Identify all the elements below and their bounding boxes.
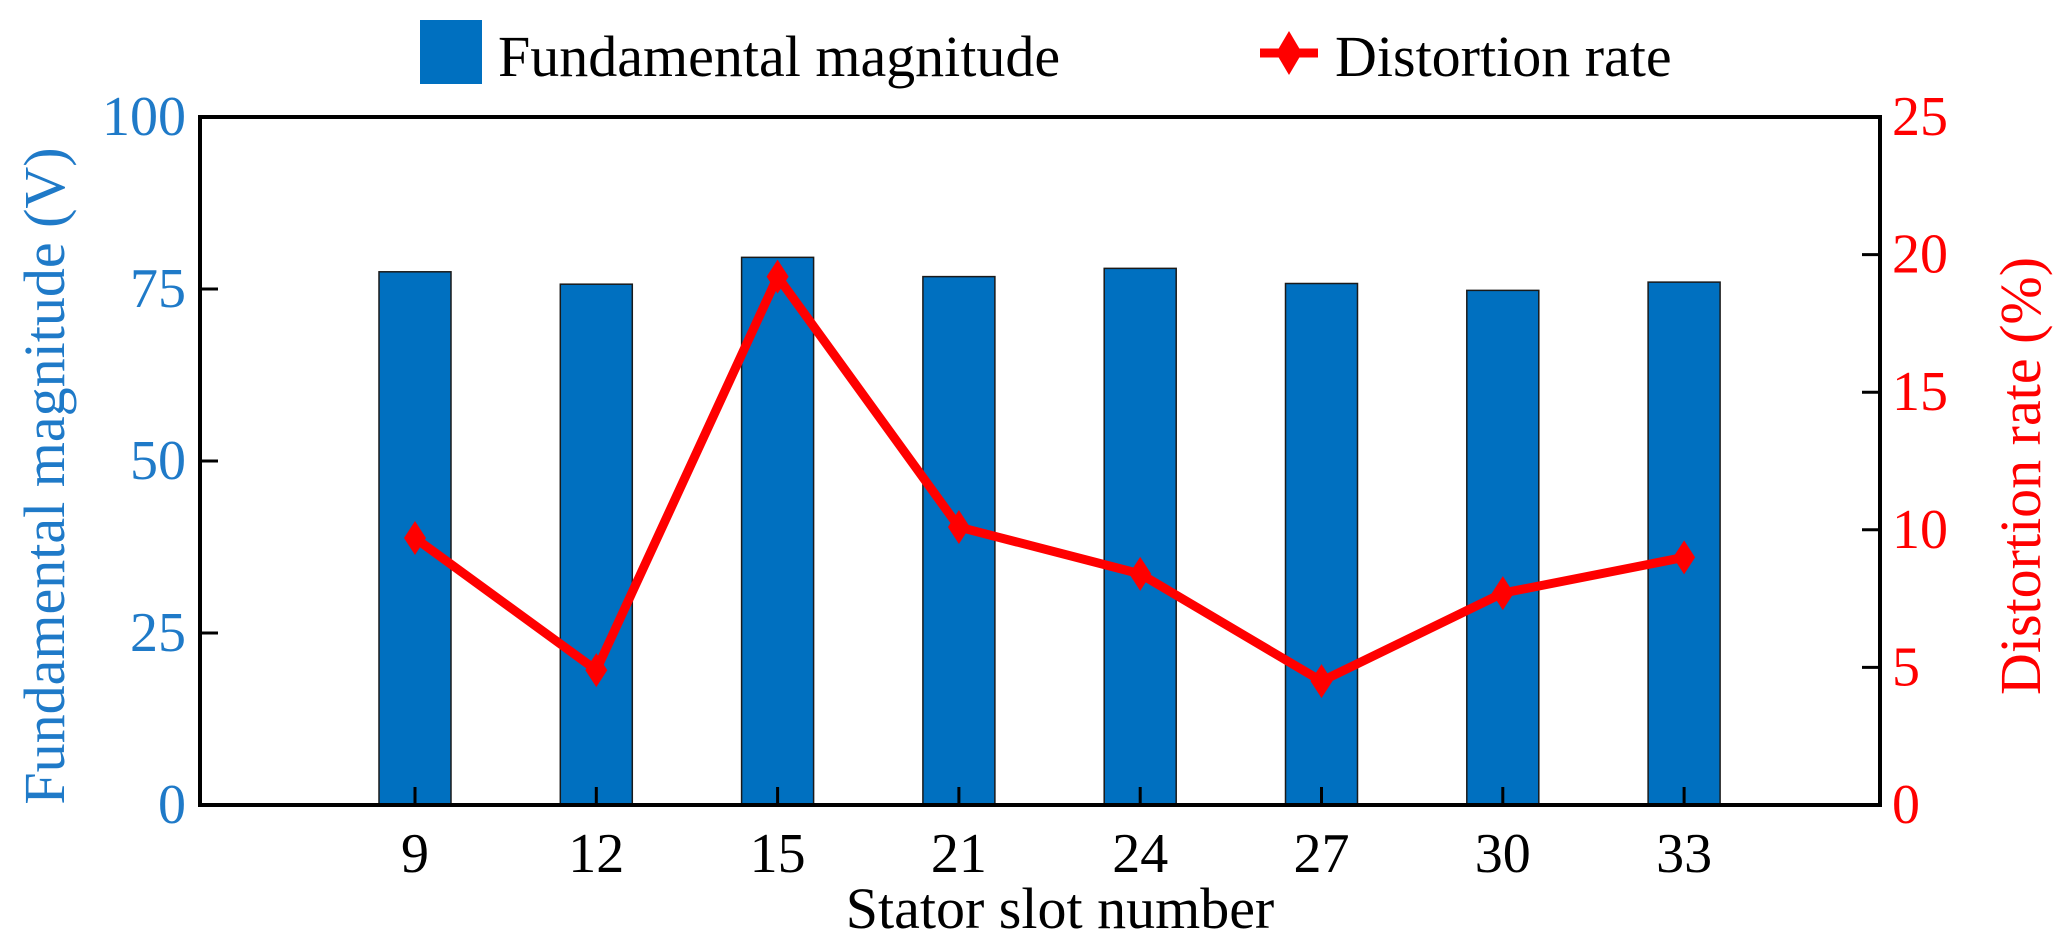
bar-27: [1284, 282, 1359, 806]
point-marker-27: [1310, 664, 1333, 699]
point-marker-33: [1673, 540, 1696, 575]
x-tick-label-24: 24: [1112, 823, 1168, 885]
bar-15: [740, 256, 815, 806]
plot-frame: [198, 115, 1882, 807]
left-tick-label-25: 25: [130, 602, 186, 664]
bar-12: [559, 283, 634, 806]
left-tick-label-100: 100: [102, 86, 186, 148]
x-tick-label-21: 21: [931, 823, 987, 885]
x-tick-label-9: 9: [401, 823, 429, 885]
point-marker-9: [404, 521, 426, 556]
left-tick-label-50: 50: [130, 430, 186, 492]
point-marker-30: [1491, 576, 1514, 611]
right-tick-label-20: 20: [1892, 224, 1948, 286]
right-tick-label-25: 25: [1892, 86, 1948, 148]
x-tick-label-15: 15: [750, 823, 806, 885]
right-tick-label-0: 0: [1892, 774, 1920, 836]
legend-swatch-fundamental-magnitude: [420, 20, 482, 84]
legend-label-fundamental-magnitude: Fundamental magnitude: [498, 24, 1060, 89]
x-tick-label-30: 30: [1475, 823, 1531, 885]
left-tick-label-0: 0: [158, 774, 186, 836]
point-marker-15: [766, 259, 789, 294]
left-tick-label-75: 75: [130, 258, 186, 320]
plot-border: [198, 115, 1882, 807]
line-series-distortion-rate: [404, 259, 1696, 699]
point-marker-24: [1129, 556, 1152, 591]
bar-series-fundamental-magnitude: [378, 256, 1721, 806]
axes: 0 25 50 75 100 0 5 10 15 20 25 9 12 15 21 24 27 30 33 Stato…: [12, 86, 2053, 941]
right-tick-label-10: 10: [1892, 499, 1948, 561]
distortion-rate-line: [410, 272, 1689, 686]
legend: Fundamental magnitude Distortion rate: [420, 20, 1672, 89]
x-axis-title: Stator slot number: [846, 876, 1275, 941]
x-tick-label-33: 33: [1656, 823, 1712, 885]
right-tick-label-5: 5: [1892, 636, 1920, 698]
point-marker-21: [947, 510, 970, 545]
point-marker-12: [585, 653, 608, 688]
legend-label-distortion-rate: Distortion rate: [1335, 24, 1672, 89]
legend-marker-distortion-rate: [1276, 31, 1302, 75]
bar-24: [1103, 267, 1177, 806]
bar-30: [1466, 289, 1540, 806]
x-tick-label-12: 12: [568, 823, 624, 885]
left-axis-title: Fundamental magnitude (V): [12, 147, 77, 804]
right-tick-label-15: 15: [1892, 361, 1948, 423]
right-axis-title: Distortion rate (%): [1988, 257, 2053, 695]
x-tick-label-27: 27: [1294, 823, 1350, 885]
